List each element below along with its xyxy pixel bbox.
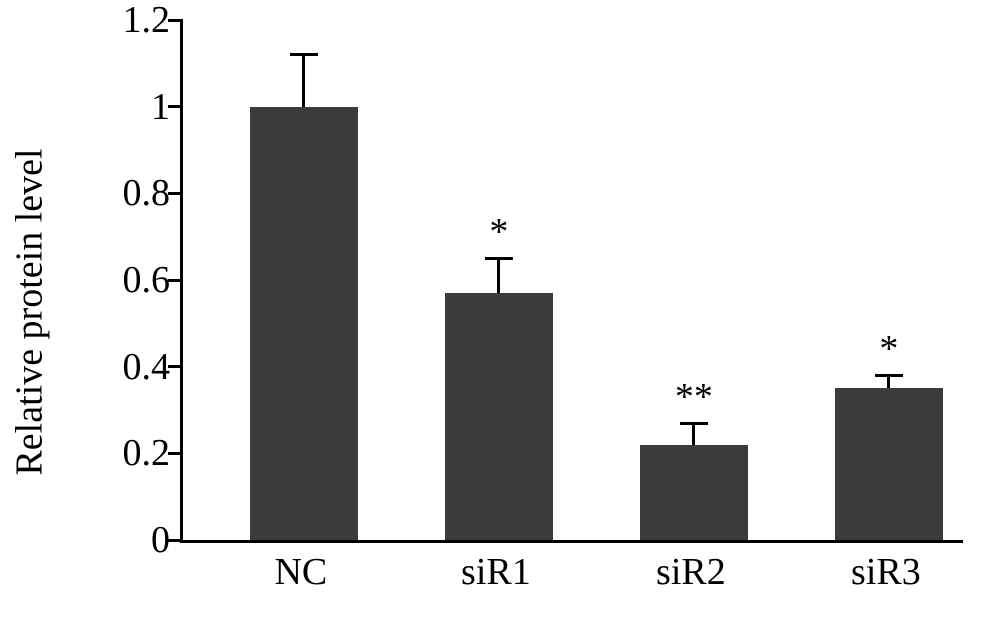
y-axis-label-wrap: Relative protein level [10,0,50,624]
plot-area: **** [180,20,963,543]
significance-label: * [879,327,898,371]
y-tick [168,279,183,282]
significance-label: * [489,210,508,254]
bar [835,388,942,540]
error-bar [302,55,305,107]
error-bar-cap [290,53,318,56]
error-bar [887,375,890,388]
y-tick [168,452,183,455]
y-tick [168,539,183,542]
y-tick [168,365,183,368]
y-tick [168,105,183,108]
y-tick-label: 0 [80,518,170,562]
y-tick-label: 1.2 [80,0,170,42]
error-bar-cap [485,257,513,260]
y-tick-label: 1 [80,85,170,129]
error-bar [497,258,500,293]
x-category-label: siR1 [461,550,531,594]
error-bar-cap [875,374,903,377]
bar [445,293,552,540]
x-category-label: siR2 [656,550,726,594]
bar [640,445,747,540]
y-tick [168,192,183,195]
significance-label: ** [675,375,713,419]
y-tick-label: 0.6 [80,258,170,302]
x-category-label: siR3 [851,550,921,594]
error-bar-cap [680,422,708,425]
y-tick-label: 0.2 [80,431,170,475]
y-tick-label: 0.4 [80,345,170,389]
bar [250,107,357,540]
y-tick [168,19,183,22]
chart-container: Relative protein level 0 0.2 0.4 0.6 0.8 1 1.2… [0,0,1000,624]
error-bar [692,423,695,445]
y-axis-label: Relative protein level [8,148,52,475]
y-tick-label: 0.8 [80,171,170,215]
x-category-label: NC [274,550,327,594]
